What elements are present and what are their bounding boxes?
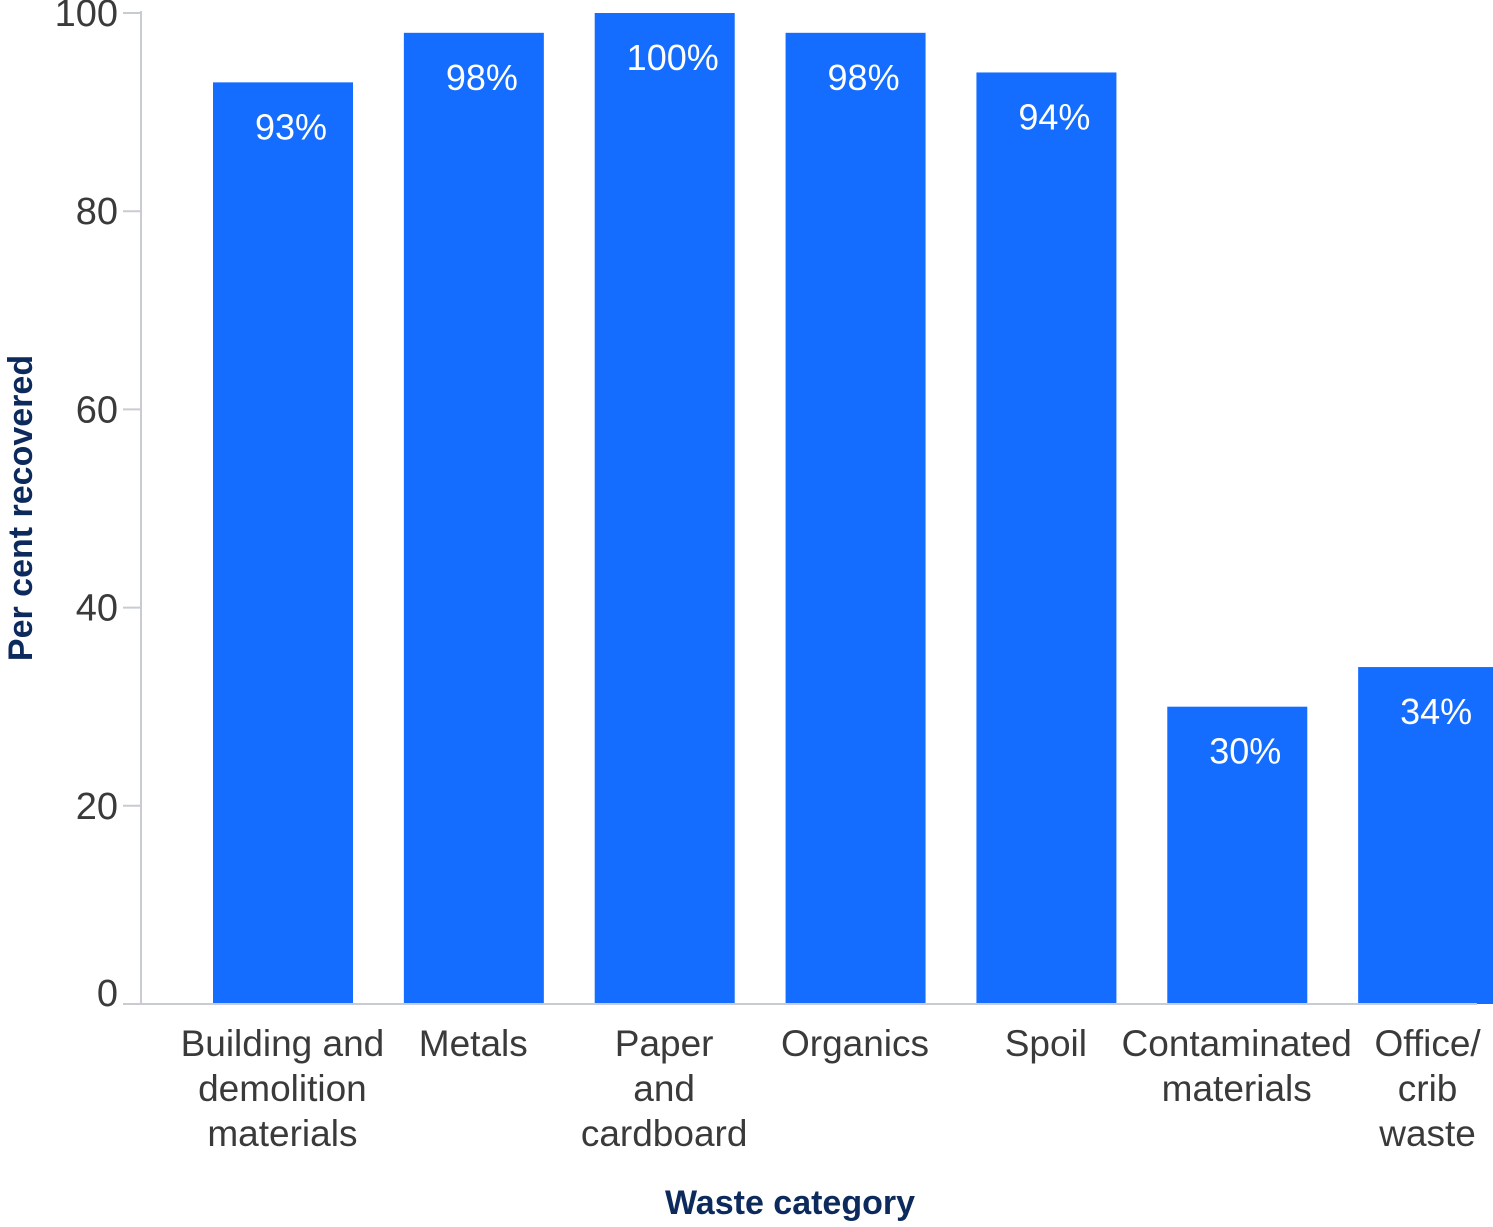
y-axis-title: Per cent recovered xyxy=(2,355,40,661)
bar-value-label: 100% xyxy=(627,37,719,78)
x-tick-label: Contaminated materials xyxy=(1122,1023,1352,1109)
bar-value-label: 34% xyxy=(1400,691,1472,732)
bar xyxy=(1167,706,1308,1004)
y-tick-label: 0 xyxy=(97,973,118,1015)
bar-value-label: 98% xyxy=(828,57,900,98)
bar xyxy=(213,82,353,1005)
y-tick-label: 60 xyxy=(76,389,118,431)
bars xyxy=(213,13,1493,1005)
y-axis-ticks: 0 20 40 60 80 100 xyxy=(55,0,141,1015)
y-tick-label: 20 xyxy=(76,786,118,828)
bar-value-label: 98% xyxy=(446,57,518,98)
y-tick-label: 100 xyxy=(55,0,118,35)
y-tick-label: 80 xyxy=(76,191,118,233)
bar xyxy=(594,13,735,1004)
bar-value-label: 93% xyxy=(255,106,327,147)
x-tick-label: Metals xyxy=(419,1023,528,1064)
bar xyxy=(785,32,926,1004)
y-tick-label: 40 xyxy=(76,588,118,630)
bar xyxy=(403,32,544,1004)
bar xyxy=(976,72,1117,1004)
bar-value-label: 30% xyxy=(1209,731,1281,772)
x-tick-label: Organics xyxy=(781,1023,929,1064)
x-tick-label: Spoil xyxy=(1005,1023,1087,1064)
x-tick-label: Office/crib waste xyxy=(1374,1023,1481,1154)
x-tick-label: Paper and cardboard xyxy=(581,1023,748,1154)
x-axis-title: Waste category xyxy=(665,1184,915,1222)
bar-value-labels: 93% 98% 100% 98% 94% 30% 34% xyxy=(255,37,1472,772)
x-axis-category-labels: Building and demolition materials Metals Pap… xyxy=(181,1023,1482,1154)
x-tick-label: Building and demolition materials xyxy=(181,1023,385,1154)
bar xyxy=(1358,667,1493,1004)
bar-value-label: 94% xyxy=(1018,96,1090,137)
